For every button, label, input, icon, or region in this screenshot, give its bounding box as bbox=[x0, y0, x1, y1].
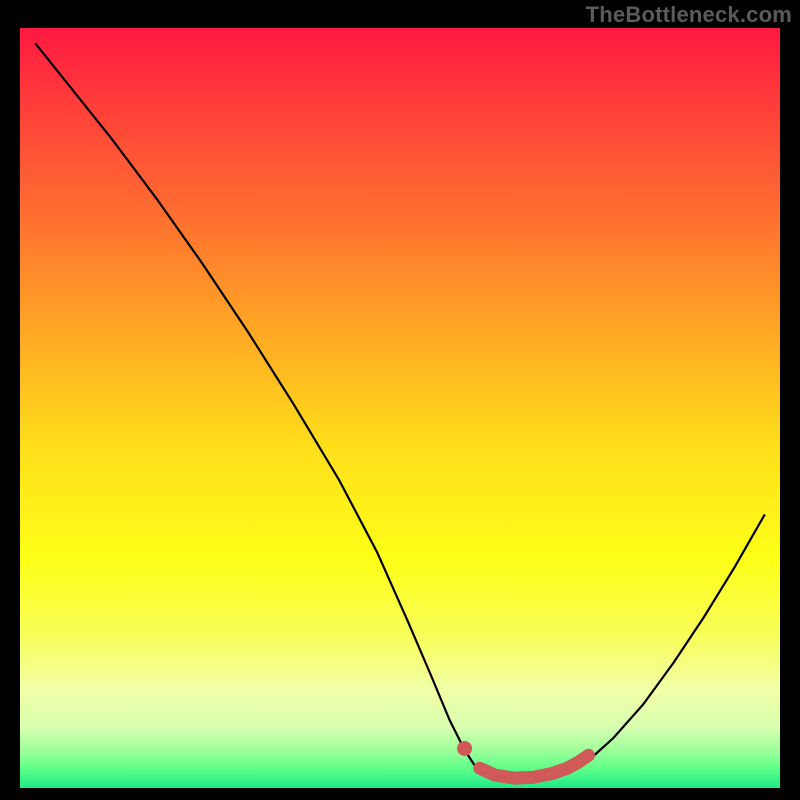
highlight-dot bbox=[457, 741, 472, 756]
watermark-text: TheBottleneck.com bbox=[586, 2, 792, 28]
plot-area bbox=[20, 28, 780, 788]
figure-container: { "watermark": { "text": "TheBottleneck.… bbox=[0, 0, 800, 800]
chart-svg bbox=[20, 28, 780, 788]
